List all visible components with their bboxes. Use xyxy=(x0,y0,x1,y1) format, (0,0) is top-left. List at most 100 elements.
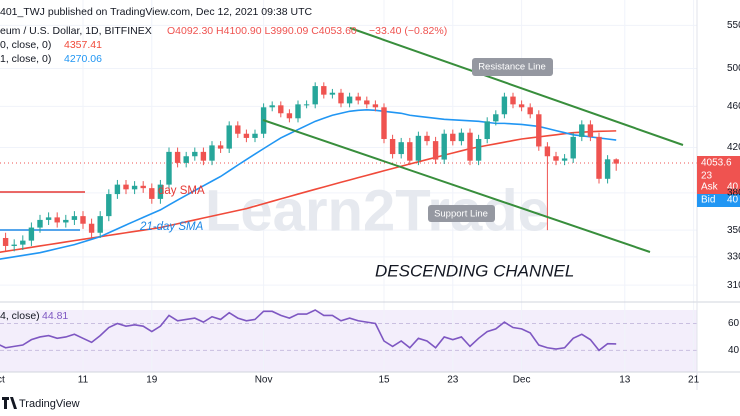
candle-body xyxy=(140,185,146,189)
candle-body xyxy=(71,216,78,220)
candle-body xyxy=(398,142,404,155)
candle-body xyxy=(200,151,207,161)
sma21-annotation: 21-day SMA xyxy=(139,221,204,233)
candle-body xyxy=(209,145,215,161)
bid-label: Bid xyxy=(701,195,715,206)
bid-price: 40 xyxy=(727,195,739,206)
candle-body xyxy=(475,138,482,161)
resistance-label-box xyxy=(472,58,553,76)
candle-body xyxy=(415,135,422,161)
brand-logo xyxy=(2,397,17,409)
candle-body xyxy=(2,237,9,246)
x-tick-label: 23 xyxy=(447,375,459,386)
ask-tag xyxy=(697,181,740,194)
candle-body xyxy=(372,104,379,108)
candle-body xyxy=(183,156,189,163)
candle-body xyxy=(544,146,551,157)
x-tick-label: 13 xyxy=(619,375,631,386)
candle-body xyxy=(174,151,181,163)
candle-body xyxy=(501,96,508,115)
candle-body xyxy=(45,217,52,220)
candle-body xyxy=(235,125,241,134)
x-tick-label: 19 xyxy=(146,375,158,386)
legend-value: 4270.06 xyxy=(64,53,102,65)
candle-body xyxy=(106,194,112,217)
candle-body xyxy=(37,219,43,228)
candle-body xyxy=(346,96,353,104)
candle-body xyxy=(381,107,387,139)
x-tick-label: Dec xyxy=(513,375,531,386)
brand: TradingView xyxy=(19,398,80,410)
candle-body xyxy=(329,92,336,95)
published-note: 401_TWJ published on TradingView.com, De… xyxy=(0,6,312,18)
y-tick-label: 5000 xyxy=(727,63,740,74)
countdown: 23 xyxy=(701,171,713,182)
main-pane xyxy=(0,27,697,260)
countdown-tag xyxy=(697,170,740,182)
candle-body xyxy=(321,86,327,95)
x-tick-label: Oct xyxy=(0,375,5,386)
last-price: 4053.6 xyxy=(701,158,732,169)
support-line xyxy=(262,119,651,253)
candle-body xyxy=(518,104,525,108)
support-label: Support Line xyxy=(434,209,488,220)
candle-body xyxy=(364,100,370,105)
candle-body xyxy=(243,133,250,138)
ask-label: Ask xyxy=(701,182,719,193)
candle-body xyxy=(192,151,198,157)
candle-body xyxy=(355,96,361,101)
last-price-tag xyxy=(697,156,740,170)
legend-entry: 4, close) xyxy=(0,310,40,322)
legend-entry: 1, close, 0) xyxy=(0,53,51,65)
rsi-band xyxy=(0,310,697,372)
x-tick-label: 15 xyxy=(378,375,390,386)
y-tick-label: 3100 xyxy=(727,280,740,291)
change: −33.40 (−0.82%) xyxy=(369,25,447,37)
candle-body xyxy=(389,138,396,155)
candle-body xyxy=(295,104,301,119)
candle-body xyxy=(88,223,95,233)
candle-body xyxy=(226,125,232,149)
x-tick-label: 21 xyxy=(688,375,700,386)
candle-body xyxy=(149,188,155,199)
y-tick-label: 5500 xyxy=(727,20,740,31)
candle-body xyxy=(424,135,430,142)
candle-body xyxy=(303,104,310,106)
ask-price: 40 xyxy=(727,182,739,193)
x-tick-label: 11 xyxy=(78,375,89,386)
candle-body xyxy=(166,151,172,185)
candle-body xyxy=(536,114,542,147)
candle-body xyxy=(97,216,103,233)
candle-body xyxy=(338,92,344,104)
rsi-lines xyxy=(0,309,617,352)
candle-body xyxy=(527,107,533,115)
candle-body xyxy=(596,136,602,179)
candle-body xyxy=(278,105,284,114)
resistance-label: Resistance Line xyxy=(478,62,546,73)
candle-body xyxy=(493,114,499,122)
y-tick-label: 3300 xyxy=(727,251,740,262)
candle-body xyxy=(157,184,164,199)
candle-body xyxy=(54,217,60,223)
candle-body xyxy=(28,227,35,241)
candle-body xyxy=(450,133,456,142)
candle-body xyxy=(252,133,258,138)
sma50-annotation: day SMA xyxy=(158,185,205,197)
y-tick-label: 3500 xyxy=(727,225,740,236)
candle-body xyxy=(553,156,559,161)
y-tick-label: 3800 xyxy=(727,188,740,199)
bid-tag xyxy=(697,194,740,207)
candle-body xyxy=(286,113,293,119)
pattern-label: DESCENDING CHANNEL xyxy=(375,261,574,280)
legend-value: 44.81 xyxy=(42,310,68,322)
candle-body xyxy=(114,184,121,195)
y-tick-label: 40 xyxy=(728,345,740,356)
rsi-pane xyxy=(0,309,617,352)
rsi-line xyxy=(0,309,617,352)
candle-body xyxy=(11,244,17,246)
candle-body xyxy=(579,124,585,137)
candle-body xyxy=(131,185,138,190)
ohlc: O4092.30 H4100.90 L3990.09 C4053.60 xyxy=(167,25,357,37)
candle-body xyxy=(123,184,129,190)
